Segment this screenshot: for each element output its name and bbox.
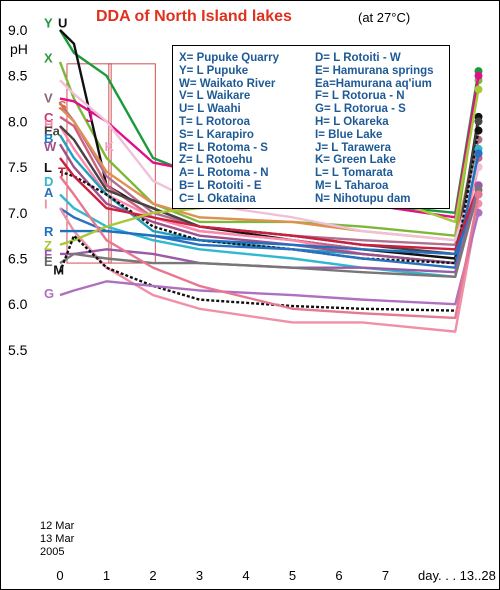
series-line-m [58, 234, 456, 312]
legend-column-1: X= Pupuke Quarry Y= L Pupuke W= Waikato Ri… [179, 52, 279, 206]
series-label: G [44, 286, 54, 301]
y-tick-label: 5.5 [8, 342, 28, 358]
y-axis-label: pH [10, 41, 28, 57]
series-label: C [44, 110, 54, 125]
series-label: R [44, 224, 54, 239]
series-label: U [58, 16, 67, 31]
legend-entry: B= L Rotoiti - E [179, 179, 262, 192]
series-label: D [44, 174, 53, 189]
series-label: V [44, 91, 53, 106]
series-line-g [59, 212, 480, 306]
series-label: X [44, 50, 53, 65]
series-line-t [59, 157, 480, 251]
legend-entry: E= Hamurana springs [315, 64, 434, 77]
legend-entry: C= L Okataina [179, 192, 256, 205]
legend-entry: D= L Rotoiti - W [315, 52, 401, 64]
series-label: S [58, 98, 67, 113]
series-label: Ea [44, 124, 61, 139]
x-tick-label: 0 [56, 568, 63, 583]
legend-entry: S= L Karapiro [179, 128, 254, 141]
legend-entry: Ea=Hamurana aq'ium [315, 77, 432, 90]
series-line-n [59, 175, 480, 320]
x-tick-label: 7 [382, 568, 389, 583]
x-tick-label: 2 [149, 568, 156, 583]
series-label: T [58, 165, 66, 180]
legend-entry: T= L Rotoroa [179, 115, 251, 128]
legend-entry: W= Waikato River [179, 77, 276, 90]
legend-entry: I= Blue Lake [315, 128, 383, 141]
series-label: M [53, 262, 64, 277]
legend-entry: F= L Rotorua - N [315, 90, 405, 103]
x-tick-label: 6 [335, 568, 342, 583]
legend-entry: J= L Tarawera [315, 141, 391, 154]
series-line-d [59, 148, 480, 278]
legend-entry: U= L Waahi [179, 103, 241, 116]
y-tick-label: 6.0 [8, 296, 28, 312]
date-note-2: 13 Mar [40, 533, 75, 545]
legend-entry: N= Nihotupu dam [315, 192, 411, 205]
series-line-a [59, 153, 480, 269]
series-line-r [60, 194, 480, 256]
series-label: H [44, 117, 53, 132]
y-tick-label: 7.0 [8, 205, 28, 221]
series-line-w [58, 143, 480, 265]
series-end-point-a [474, 149, 483, 158]
series-line-i [58, 203, 480, 333]
legend-entry: H= L Okareka [315, 115, 389, 128]
series-end-point-j [474, 71, 483, 80]
series-end-point-z [474, 85, 483, 94]
date-note-1: 12 Mar [40, 520, 75, 532]
y-tick-label: 7.5 [8, 159, 28, 175]
series-label: W [44, 139, 57, 154]
legend-entry: Z= L Rotoehu [179, 154, 253, 167]
chart-subtitle: (at 27°C) [358, 10, 411, 25]
y-tick-label: 8.0 [8, 113, 28, 129]
series-end-point-ea [474, 117, 483, 126]
legend-column-2: D= L Rotoiti - W E= Hamurana springs Ea=Ha… [315, 52, 434, 206]
chart-title: DDA of North Island lakes [96, 8, 292, 25]
legend-entry: G= L Rotorua - S [315, 103, 406, 116]
legend-entry: A= L Rotoma - N [179, 167, 269, 180]
legend-entry: L= L Tomarata [315, 167, 393, 180]
date-note-3: 2005 [40, 546, 65, 558]
legend-entry: M= L Taharoa [315, 179, 389, 192]
x-tick-label: 1 [103, 568, 110, 583]
legend-entry: X= Pupuke Quarry [179, 52, 280, 64]
x-tick-label: 4 [242, 568, 249, 583]
series-end-point-l [474, 126, 483, 135]
series-line-e [59, 189, 480, 278]
series-label: I [44, 197, 48, 212]
chart-legend: X= Pupuke Quarry Y= L Pupuke W= Waikato Ri… [172, 45, 450, 209]
y-tick-label: 9.0 [8, 22, 28, 38]
legend-entry: V= L Waikare [179, 90, 251, 103]
series-end-point-n [474, 190, 483, 199]
x-tick-label: 3 [196, 568, 203, 583]
legend-entry: Y= L Pupuke [179, 64, 249, 77]
y-tick-label: 8.5 [8, 68, 28, 84]
series-label: K [104, 139, 114, 154]
x-tick-label: 5 [289, 568, 296, 583]
series-label: Y [44, 16, 53, 31]
legend-entry: R= L Rotoma - S [179, 141, 268, 154]
y-tick-label: 6.5 [8, 251, 28, 267]
series-label: B [44, 131, 53, 146]
series-label: A [44, 185, 54, 200]
x-tick-label-tail: day. . . 13..28 [418, 568, 496, 583]
date-notes: 12 Mar 13 Mar 2005 [40, 520, 74, 559]
series-label: F [44, 247, 52, 262]
series-label: E [44, 254, 53, 269]
series-label: Z [44, 238, 52, 253]
series-label: J [86, 110, 93, 125]
legend-entry: K= Green Lake [315, 154, 396, 167]
series-label: L [44, 160, 52, 175]
series-line-x [58, 61, 480, 237]
